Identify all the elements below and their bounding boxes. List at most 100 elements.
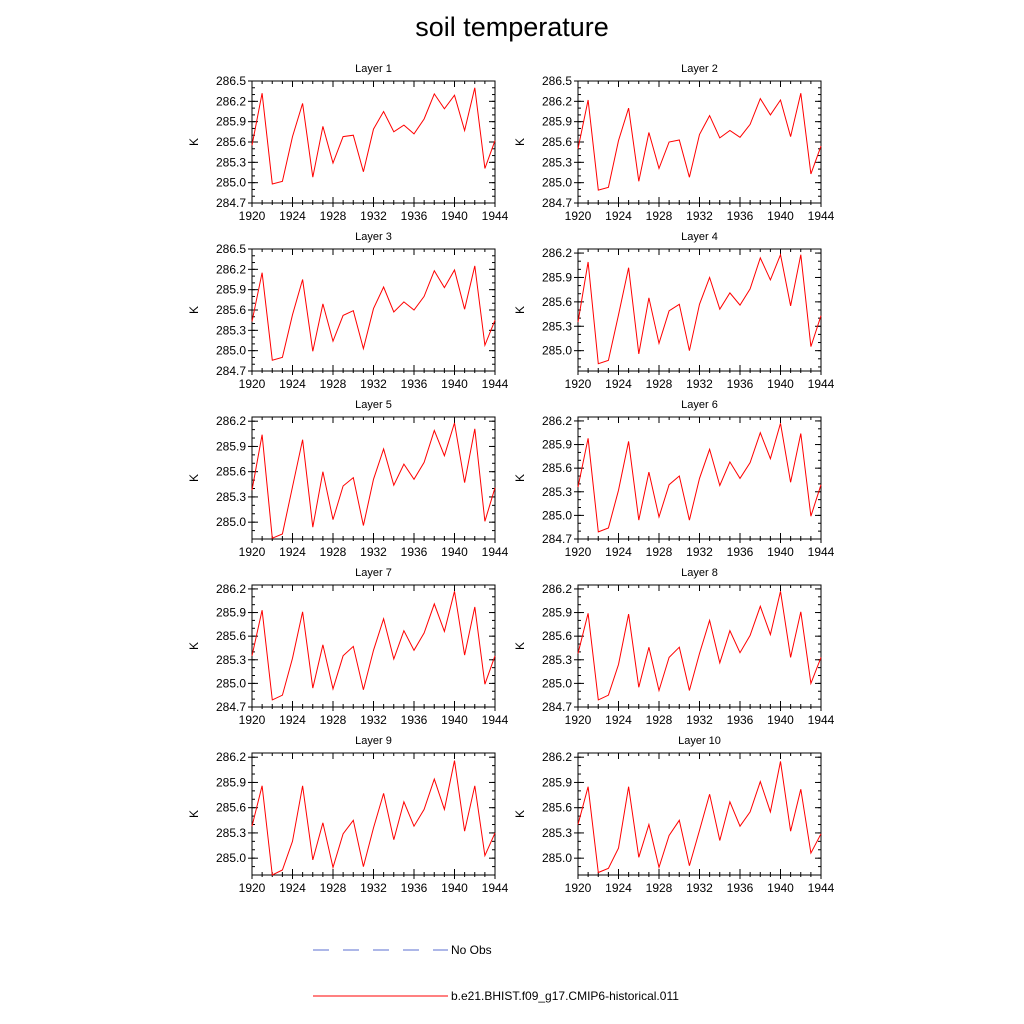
y-tick-label: 285.6	[216, 801, 246, 815]
x-tick-label: 1944	[482, 713, 509, 727]
x-tick-label: 1920	[565, 377, 592, 391]
panel-title: Layer 1	[355, 63, 392, 75]
x-tick-label: 1920	[565, 713, 592, 727]
x-tick-label: 1944	[482, 377, 509, 391]
panel-layer-1: Layer 1 K 1920 1924 1928 1932 1936 1940 1944 284.…	[187, 63, 509, 223]
series-line	[251, 422, 496, 539]
panel-title: Layer 3	[355, 231, 392, 243]
x-tick-label: 1940	[767, 713, 794, 727]
y-tick-label: 286.2	[216, 94, 246, 108]
panel-layer-2: Layer 2 K 1920 1924 1928 1932 1936 1940 1944 284.…	[513, 63, 835, 223]
y-tick-label: 286.5	[542, 74, 572, 88]
x-tick-label: 1928	[320, 545, 347, 559]
y-tick-label: 286.2	[216, 750, 246, 764]
x-tick-label: 1944	[808, 545, 835, 559]
y-tick-label: 285.9	[216, 775, 246, 789]
x-tick-label: 1944	[482, 881, 509, 895]
x-tick-label: 1936	[727, 881, 754, 895]
y-tick-label: 286.5	[216, 74, 246, 88]
x-tick-label: 1932	[360, 545, 387, 559]
x-tick-label: 1944	[482, 209, 509, 223]
x-tick-label: 1920	[239, 881, 266, 895]
y-tick-label: 285.0	[542, 176, 572, 190]
y-tick-label: 284.7	[542, 700, 572, 714]
x-tick-label: 1928	[320, 881, 347, 895]
x-tick-label: 1924	[605, 713, 632, 727]
x-tick-label: 1936	[401, 881, 428, 895]
x-tick-label: 1928	[320, 377, 347, 391]
series-line	[251, 591, 496, 701]
y-tick-label: 285.3	[216, 323, 246, 337]
y-tick-label: 285.9	[542, 775, 572, 789]
y-tick-label: 285.0	[216, 851, 246, 865]
y-tick-label: 285.6	[542, 295, 572, 309]
y-axis-label: K	[513, 642, 527, 650]
x-tick-label: 1936	[401, 713, 428, 727]
y-tick-label: 285.3	[542, 485, 572, 499]
y-tick-label: 286.2	[216, 262, 246, 276]
series-line	[577, 93, 822, 191]
y-axis-label: K	[187, 474, 201, 482]
y-axis-label: K	[187, 306, 201, 314]
panel-layer-5: Layer 5 K 1920 1924 1928 1932 1936 1940 1944 285.…	[187, 399, 509, 559]
y-tick-label: 285.3	[216, 653, 246, 667]
y-tick-label: 286.2	[542, 414, 572, 428]
y-tick-label: 285.0	[542, 344, 572, 358]
y-tick-label: 285.6	[216, 465, 246, 479]
y-tick-label: 285.0	[216, 676, 246, 690]
x-tick-label: 1944	[808, 713, 835, 727]
panel-layer-6: Layer 6 K 1920 1924 1928 1932 1936 1940 1944 284.…	[513, 399, 835, 559]
x-tick-label: 1932	[360, 713, 387, 727]
y-tick-label: 285.0	[542, 676, 572, 690]
x-tick-label: 1944	[808, 881, 835, 895]
y-tick-label: 285.9	[542, 115, 572, 129]
x-tick-label: 1924	[605, 545, 632, 559]
x-tick-label: 1936	[401, 545, 428, 559]
x-tick-label: 1936	[727, 377, 754, 391]
y-tick-label: 284.7	[542, 532, 572, 546]
x-tick-label: 1920	[565, 881, 592, 895]
panel-title: Layer 2	[681, 63, 718, 75]
legend-model-label: b.e21.BHIST.f09_g17.CMIP6-historical.011	[451, 989, 679, 1003]
panel-title: Layer 5	[355, 399, 392, 411]
y-tick-label: 286.2	[216, 582, 246, 596]
y-axis-label: K	[187, 810, 201, 818]
x-tick-label: 1936	[727, 713, 754, 727]
y-axis-label: K	[187, 138, 201, 146]
series-line	[577, 761, 822, 874]
x-tick-label: 1932	[686, 713, 713, 727]
x-tick-label: 1936	[401, 377, 428, 391]
y-tick-label: 286.2	[542, 582, 572, 596]
y-tick-label: 285.0	[216, 344, 246, 358]
panel-layer-9: Layer 9 K 1920 1924 1928 1932 1936 1940 1944 285.…	[187, 735, 509, 895]
x-tick-label: 1940	[441, 881, 468, 895]
y-tick-label: 285.3	[216, 490, 246, 504]
x-tick-label: 1928	[646, 713, 673, 727]
x-tick-label: 1932	[686, 209, 713, 223]
series-line	[251, 87, 496, 185]
y-tick-label: 285.9	[542, 438, 572, 452]
series-line	[251, 265, 496, 361]
page-title: soil temperature	[415, 12, 609, 42]
series-line	[251, 760, 496, 876]
y-tick-label: 285.6	[542, 629, 572, 643]
y-tick-label: 285.3	[542, 155, 572, 169]
x-tick-label: 1936	[727, 545, 754, 559]
x-tick-label: 1920	[565, 209, 592, 223]
panel-layer-3: Layer 3 K 1920 1924 1928 1932 1936 1940 1944 284.…	[187, 231, 509, 391]
x-tick-label: 1924	[279, 881, 306, 895]
series-line	[577, 252, 822, 365]
x-tick-label: 1944	[808, 209, 835, 223]
y-tick-label: 285.3	[542, 319, 572, 333]
y-tick-label: 285.6	[216, 303, 246, 317]
x-tick-label: 1924	[605, 377, 632, 391]
x-tick-label: 1920	[565, 545, 592, 559]
x-tick-label: 1944	[808, 377, 835, 391]
y-tick-label: 285.6	[542, 801, 572, 815]
y-tick-label: 285.9	[216, 606, 246, 620]
x-tick-label: 1920	[239, 209, 266, 223]
series-line	[577, 591, 822, 701]
x-tick-label: 1924	[279, 545, 306, 559]
